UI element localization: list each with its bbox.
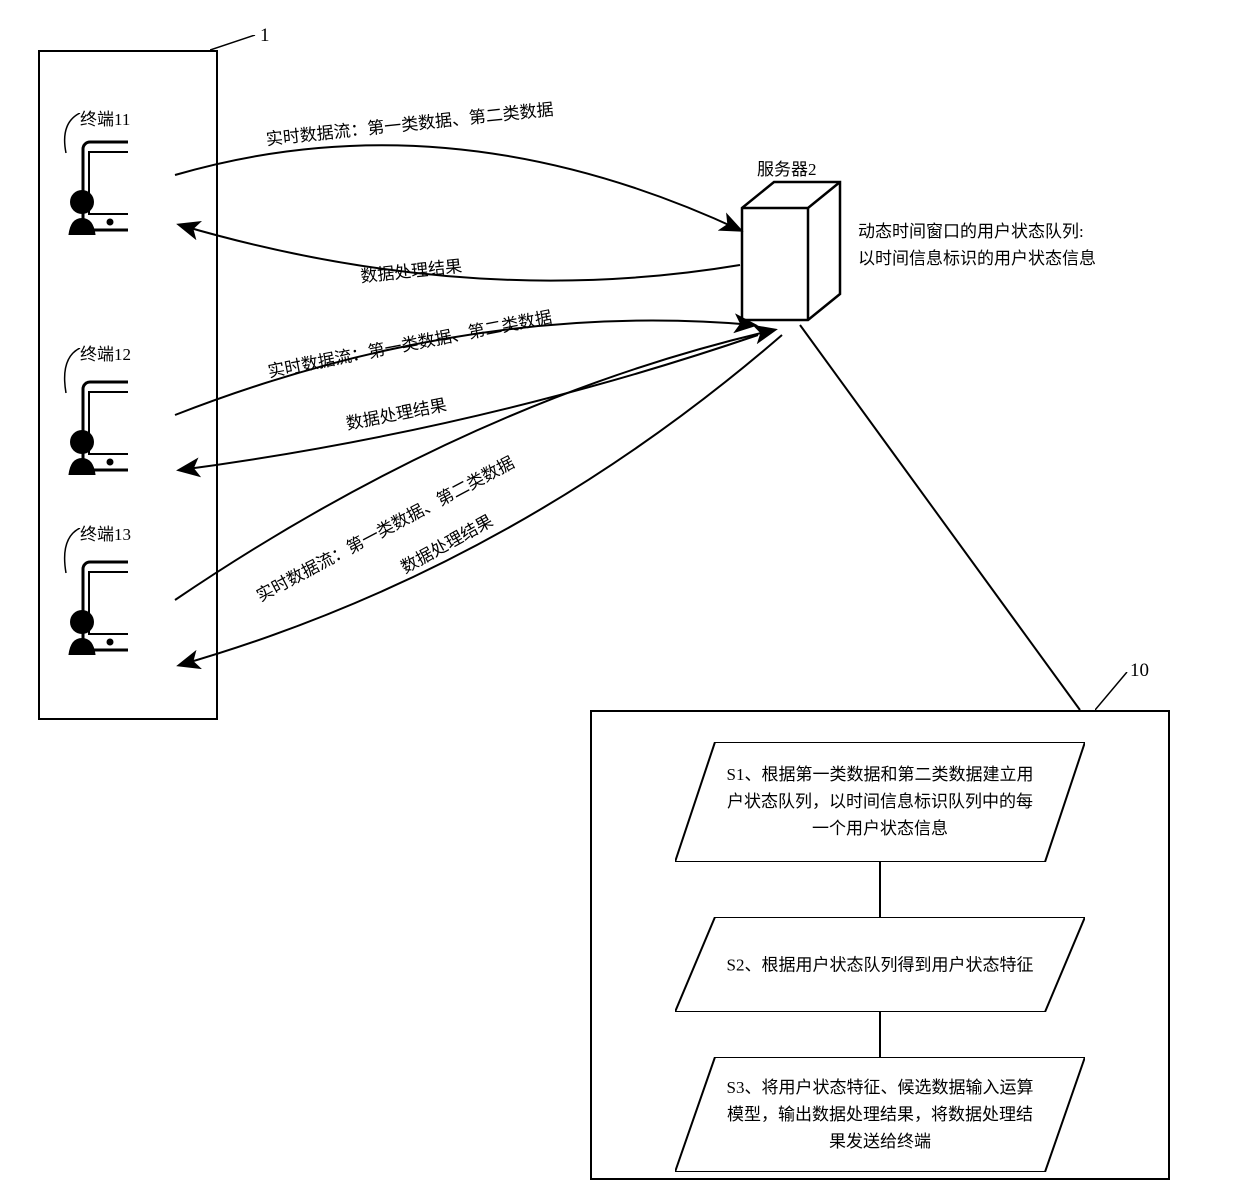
flow-step-text-s2: S2、根据用户状态队列得到用户状态特征 <box>675 951 1085 978</box>
flow-step-s3: S3、将用户状态特征、候选数据输入运算模型，输出数据处理结果，将数据处理结果发送… <box>675 1057 1085 1172</box>
flow-step-text-s1: S1、根据第一类数据和第二类数据建立用户状态队列，以时间信息标识队列中的每一个用… <box>675 761 1085 843</box>
flow-step-s1: S1、根据第一类数据和第二类数据建立用户状态队列，以时间信息标识队列中的每一个用… <box>675 742 1085 862</box>
flow-connector-1 <box>878 1012 882 1057</box>
flow-container: S1、根据第一类数据和第二类数据建立用户状态队列，以时间信息标识队列中的每一个用… <box>590 710 1170 1180</box>
flow-step-s2: S2、根据用户状态队列得到用户状态特征 <box>675 917 1085 1012</box>
flow-connector-0 <box>878 862 882 917</box>
flow-step-text-s3: S3、将用户状态特征、候选数据输入运算模型，输出数据处理结果，将数据处理结果发送… <box>675 1074 1085 1156</box>
